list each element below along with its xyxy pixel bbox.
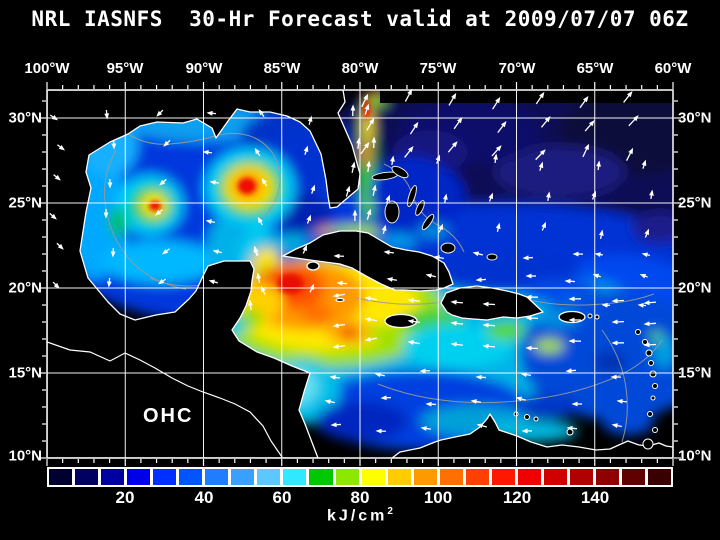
- colorbar-segment: [75, 469, 99, 485]
- colorbar-segment: [49, 469, 73, 485]
- colorbar-segment: [439, 469, 463, 485]
- lat-lon-grid: [47, 90, 673, 458]
- lon-label: 95°W: [106, 60, 144, 77]
- page-title: NRL IASNFS 30-Hr Forecast valid at 2009/…: [31, 7, 689, 31]
- colorbar-segment: [569, 469, 593, 485]
- colorbar-tick-label: 140: [580, 488, 610, 507]
- colorbar-segment: [309, 469, 333, 485]
- colorbar-segment: [491, 469, 515, 485]
- lat-label-left: 25°N: [8, 194, 42, 212]
- lat-label-left: 20°N: [8, 279, 42, 297]
- colorbar-segment: [622, 469, 646, 485]
- lon-label: 85°W: [263, 60, 301, 77]
- colorbar-tick-label: 40: [194, 488, 214, 507]
- colorbar-tick-label: 60: [272, 488, 292, 507]
- colorbar-segment: [361, 469, 385, 485]
- colorbar-segment: [127, 469, 151, 485]
- colorbar-tick-label: 20: [115, 488, 135, 507]
- colorbar-segment: [517, 469, 541, 485]
- bahamas-islands: [371, 165, 498, 261]
- axis-ticks: [39, 82, 681, 466]
- colorbar-segment: [543, 469, 567, 485]
- cayman-land: [335, 297, 345, 303]
- lat-label-left: 15°N: [8, 364, 42, 382]
- lat-label-right: 30°N: [678, 109, 712, 127]
- lon-label: 70°W: [498, 60, 536, 77]
- colorbar-segment: [413, 469, 437, 485]
- lat-label-left: 10°N: [8, 447, 42, 465]
- lon-label: 90°W: [185, 60, 223, 77]
- lon-label: 60°W: [654, 60, 692, 77]
- colorbar-segment: [595, 469, 620, 485]
- colorbar-segment: [101, 469, 125, 485]
- lon-label: 80°W: [341, 60, 379, 77]
- lat-label-right: 15°N: [678, 364, 712, 382]
- colorbar-unit-exponent: 2: [387, 506, 393, 517]
- lesser-antilles-islands: [513, 313, 658, 450]
- lon-label: 65°W: [576, 60, 614, 77]
- colorbar-tick-label: 120: [502, 488, 532, 507]
- jamaica-land: [384, 313, 418, 329]
- colorbar-tick-label: 100: [423, 488, 453, 507]
- colorbar-segment: [179, 469, 203, 485]
- lat-label-right: 20°N: [678, 279, 712, 297]
- lat-label-right: 10°N: [678, 447, 712, 465]
- colorbar: [47, 467, 673, 487]
- colorbar-segment: [283, 469, 307, 485]
- lon-label: 75°W: [419, 60, 457, 77]
- colorbar-segment: [257, 469, 281, 485]
- isla-juventud-land: [306, 261, 320, 271]
- colorbar-segment: [335, 469, 359, 485]
- lon-label: 100°W: [24, 60, 70, 77]
- pacific-coastline: [47, 341, 283, 458]
- colorbar-unit-main: kJ/cm: [327, 507, 388, 525]
- map-frame: [46, 89, 674, 459]
- cuba-land: [282, 230, 454, 292]
- lat-label-left: 30°N: [8, 109, 42, 127]
- colorbar-segment: [387, 469, 411, 485]
- colorbar-segment: [231, 469, 255, 485]
- model-domain-boundary: [380, 90, 673, 103]
- colorbar-segment: [153, 469, 177, 485]
- colorbar-tick-label: 80: [350, 488, 370, 507]
- lat-label-right: 25°N: [678, 194, 712, 212]
- colorbar-segment: [648, 469, 672, 485]
- colorbar-segment: [465, 469, 489, 485]
- colorbar-unit-label: kJ/cm2: [47, 506, 673, 525]
- current-vector-arrows: [49, 88, 657, 434]
- colorbar-segment: [205, 469, 229, 485]
- ohc-annotation: OHC: [143, 405, 194, 427]
